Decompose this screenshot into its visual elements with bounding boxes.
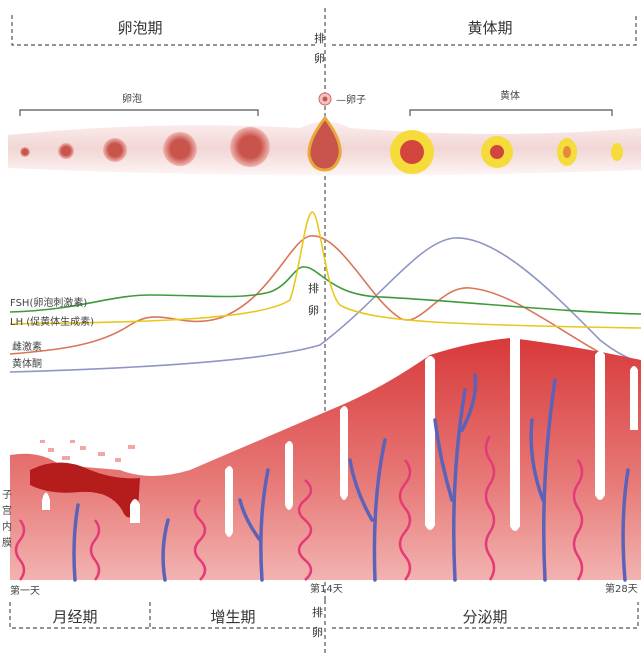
endometrium-label-2: 宫	[2, 504, 12, 517]
ovulation-label-top: 排	[314, 31, 325, 45]
day28-label: 第28天	[605, 582, 638, 595]
endometrium-label-1: 子	[2, 489, 12, 501]
fsh-label: FSH(卵泡刺激素)	[10, 296, 87, 309]
follicle-bracket	[19, 109, 613, 116]
ovulating-follicle	[307, 115, 342, 172]
endometrium	[10, 332, 641, 582]
day1-label: 第一天	[10, 584, 40, 597]
ovulation-mid-bottom: 卵	[308, 304, 319, 317]
fsh-curve	[9, 266, 641, 315]
menstrual-phase-label: 月经期	[52, 608, 97, 626]
luteal-phase-label: 黄体期	[467, 19, 512, 37]
endometrium-label-3: 内	[2, 520, 12, 533]
hormone-curves	[9, 211, 641, 373]
estrogen-curve	[9, 235, 641, 373]
secretory-phase-label: 分泌期	[462, 608, 507, 626]
corpus-luteum-label: 黄体	[500, 89, 520, 102]
ovulation-bottom-bottom: 卵	[312, 626, 323, 639]
egg-label: —卵子	[336, 94, 366, 106]
day14-label: 第14天	[310, 582, 343, 595]
bottom-phase-bracket	[9, 600, 639, 656]
ovulation-label-bottom: 卵	[314, 52, 325, 65]
estrogen-label: 雌激素	[12, 340, 42, 353]
corpus-luteum-stages	[390, 130, 623, 174]
follicles	[20, 115, 342, 172]
endometrium-label-4: 膜	[2, 537, 12, 549]
follicular-phase-label: 卵泡期	[117, 19, 162, 37]
proliferative-phase-label: 增生期	[210, 608, 255, 626]
ovulation-bottom-top: 排	[312, 605, 323, 619]
lh-curve	[9, 211, 641, 329]
lh-label: LH (促黄体生成素)	[10, 315, 94, 328]
ovulation-mid-top: 排	[308, 281, 319, 295]
progesterone-label: 黄体酮	[12, 357, 42, 370]
follicle-label: 卵泡	[122, 92, 142, 105]
progesterone-curve	[9, 237, 641, 373]
